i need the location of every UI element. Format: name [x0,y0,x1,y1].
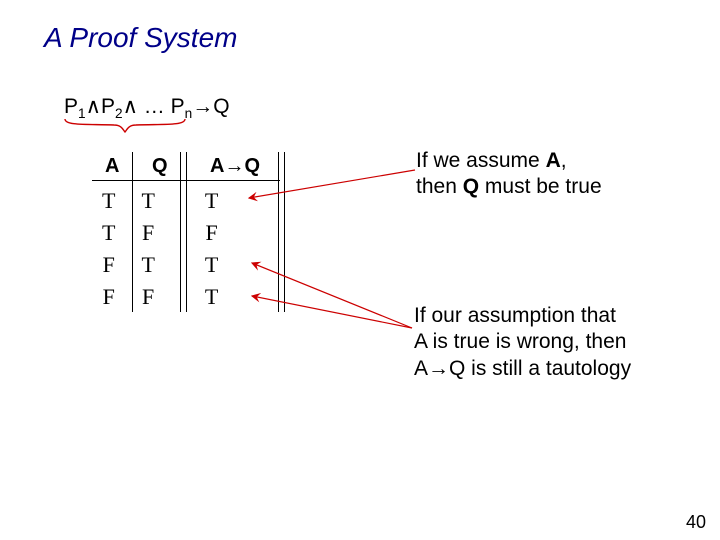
truth-table: T T T T F F F T T F F T [88,184,256,314]
table-row: T T T [90,186,254,216]
col-header-aq: A→Q [210,155,260,178]
table-row: F T T [90,250,254,280]
table-row: T F F [90,218,254,248]
table-vline [278,152,279,312]
explanation-2: If our assumption that A is true is wron… [414,303,631,382]
slide-title: A Proof System [44,22,237,54]
explanation-1: If we assume A, then Q must be true [416,148,602,201]
table-vline [284,152,285,312]
table-row: F F T [90,282,254,312]
page-number: 40 [686,512,706,533]
col-header-a: A [105,155,119,178]
underbrace-icon [64,118,186,138]
col-header-q: Q [152,155,168,178]
